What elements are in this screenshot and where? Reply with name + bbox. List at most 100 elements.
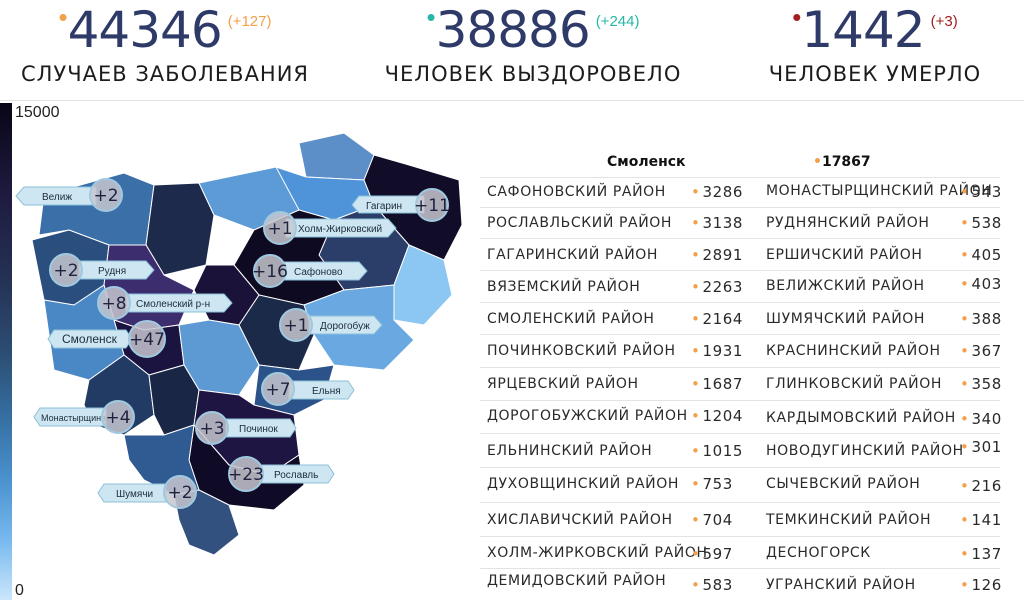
callout-value: +23 (228, 465, 264, 485)
callout-value: +11 (414, 196, 450, 216)
table-row-name: Глинковский район (766, 376, 942, 392)
dot-icon: • (792, 2, 802, 32)
label-tag (97, 483, 167, 503)
callout-name: Сафоново (294, 266, 343, 278)
row-divider (480, 502, 1000, 503)
value-circle (97, 286, 131, 320)
table-row-value: 597 (691, 545, 733, 563)
table-row-value: 2891 (691, 246, 743, 264)
deaths-label: Человек умерло (768, 62, 982, 86)
callout-value: +4 (105, 408, 130, 428)
table-row-name: Велижский район (766, 278, 925, 294)
table-row-value: 3138 (691, 214, 743, 232)
table-row-value: 340 (960, 410, 1002, 428)
callout-name: Шумячи (116, 489, 153, 500)
callout-value: +16 (252, 262, 288, 282)
row-divider (480, 270, 1000, 271)
callout-value: +1 (283, 316, 308, 336)
district-shape (298, 132, 375, 181)
row-divider (480, 400, 1000, 401)
table-row-name: Ярцевский район (487, 376, 639, 392)
row-divider (480, 238, 1000, 239)
table-row-name: Угранский район (766, 577, 916, 593)
table-row-name: Смоленский район (487, 311, 655, 327)
callout-holm: Холм-Жирковский +1 (263, 211, 397, 245)
value-circle (253, 254, 287, 288)
callout-smol-rn: Смоленский р-н +8 (97, 286, 233, 320)
callout-rudnya: Рудня +2 (49, 253, 155, 287)
cases-label: Случаев заболевания (20, 62, 310, 86)
row-divider (480, 433, 1000, 434)
table-row-name: Сафоновский район (487, 184, 666, 200)
table-row-name: Монастырщинский район (766, 183, 993, 199)
table-row-name: Вяземский район (487, 279, 641, 295)
table-row-name: Гагаринский район (487, 247, 659, 263)
stat-deaths: •1442 (+3) Человек умерло (765, 0, 985, 86)
table-row-name: Десногорск (766, 545, 871, 561)
table-row-name: Хиславичский район (487, 512, 673, 528)
scale-max-label: 15000 (15, 104, 60, 121)
table-row-value: 753 (691, 475, 733, 493)
row-divider (480, 302, 1000, 303)
callout-gagarin: Гагарин +11 (351, 188, 450, 222)
table-row-name: Темкинский район (766, 512, 932, 528)
callout-name: Дорогобуж (320, 320, 370, 332)
dot-icon: • (58, 2, 68, 32)
value-circle (101, 400, 135, 434)
table-row-value: 141 (960, 511, 1002, 529)
row-divider (480, 207, 1000, 208)
district-shape (173, 489, 240, 556)
table-row-name: Духовщинский район (487, 476, 679, 492)
table-row-value: 301 (960, 438, 1002, 456)
callout-name: Монастырщина (41, 413, 106, 423)
table-row-name: Демидовский район (487, 573, 667, 589)
callout-shumyachi: Шумячи +2 (97, 475, 197, 509)
callout-value: +47 (129, 330, 165, 350)
row-divider (480, 177, 1000, 178)
table-row-value: 2263 (691, 278, 743, 296)
cases-value: 44346 (67, 1, 223, 59)
value-circle (49, 253, 83, 287)
table-row-value: 3286 (691, 183, 743, 201)
table-row-value: 1931 (691, 342, 743, 360)
table-row-name: Шумячский район (766, 311, 926, 327)
table-row-value: 583 (691, 576, 733, 594)
table-row-name: Новодугинский район (766, 443, 964, 459)
callout-name: Холм-Жирковский (298, 224, 382, 235)
callout-name: Ельня (312, 386, 341, 397)
value-circle (163, 475, 197, 509)
callout-value: +1 (267, 219, 292, 239)
table-row-value: 137 (960, 545, 1002, 563)
table-row-name: Починковский район (487, 343, 676, 359)
table-row-name: Руднянский район (766, 215, 930, 231)
row-divider (480, 568, 1000, 569)
table-row-name: Краснинский район (766, 343, 941, 359)
table-row-name: Ельнинский район (487, 443, 653, 459)
table-row-value: 358 (960, 375, 1002, 393)
value-circle (89, 178, 123, 212)
callout-safonovo: Сафоново +16 (252, 254, 368, 288)
stat-cases: •44346 (+127) Случаев заболевания (20, 0, 310, 86)
value-circle (279, 308, 313, 342)
value-circle (195, 411, 229, 445)
callout-value: +2 (93, 186, 118, 206)
callout-elnya: Ельня +7 (261, 372, 355, 406)
table-row-value: 1015 (691, 442, 743, 460)
table-row-value: 704 (691, 511, 733, 529)
callout-roslavl: Рославль +23 (228, 456, 335, 492)
header-value-text: 17867 (821, 154, 871, 170)
table-row-value: 2164 (691, 310, 743, 328)
callout-name: Велиж (42, 192, 72, 203)
callout-name: Смоленский р-н (136, 299, 210, 310)
callout-name: Рославль (274, 470, 318, 481)
callout-dorogobuzh: Дорогобуж +1 (279, 308, 383, 342)
row-divider (480, 536, 1000, 537)
callout-monast: Монастырщина +4 (33, 400, 135, 434)
callout-value: +8 (101, 294, 126, 314)
table-row-value: 403 (960, 275, 1002, 293)
table-row-name: Сычевский район (766, 476, 921, 492)
table-row-name: Кардымовский район (766, 410, 956, 426)
callout-value: +2 (167, 483, 192, 503)
value-circle (415, 188, 449, 222)
table-row-value: 126 (960, 576, 1002, 594)
